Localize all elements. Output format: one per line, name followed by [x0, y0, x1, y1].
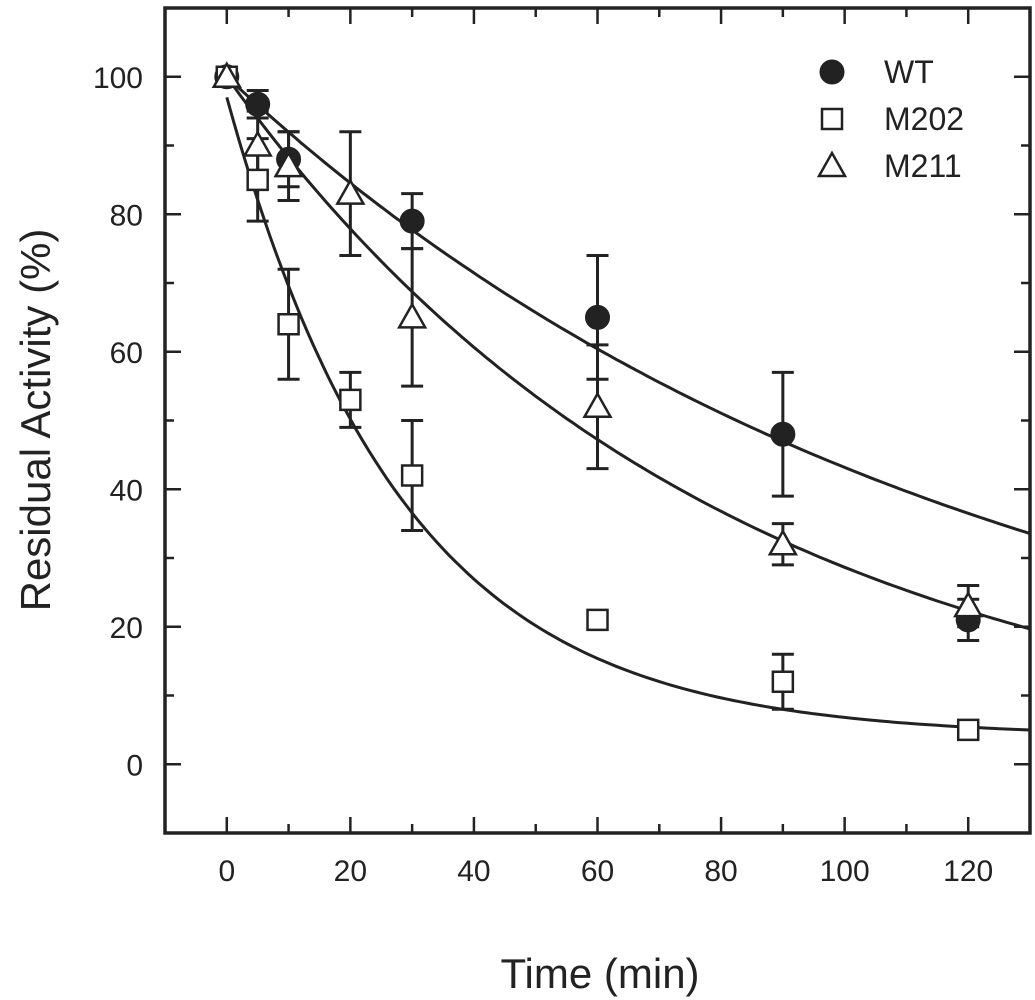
- data-point-m202: [956, 718, 980, 742]
- data-point-m211: [335, 178, 366, 205]
- y-axis-title: Residual Activity (%): [12, 229, 59, 612]
- tick-labels: 0 20 40 60 80 100 120 0 20 40 60 80 100: [93, 62, 993, 888]
- data-point-m202: [586, 608, 609, 632]
- x-tick-label: 80: [704, 855, 737, 888]
- x-tick-label: 120: [943, 855, 993, 888]
- legend-label-m202: M202: [884, 101, 964, 137]
- data-point-m202: [246, 168, 269, 192]
- x-tick-label: 40: [457, 855, 490, 888]
- data-point-wt: [770, 421, 796, 447]
- y-tick-label: 40: [110, 474, 143, 507]
- x-tick-label: 60: [581, 855, 614, 888]
- data-point-m211: [397, 301, 428, 329]
- data-point-wt: [245, 91, 271, 117]
- x-axis-title: Time (min): [500, 950, 699, 997]
- data-point-wt: [399, 208, 425, 234]
- data-point-m211: [767, 528, 798, 556]
- data-point-m211: [242, 129, 273, 157]
- data-point-m211: [582, 391, 613, 418]
- y-tick-label: 0: [126, 749, 143, 782]
- legend-marker-m202: [820, 107, 844, 131]
- data-point-m202: [771, 670, 795, 693]
- legend-marker-m211: [816, 150, 848, 178]
- data-point-wt: [585, 304, 610, 330]
- data-point-m202: [400, 464, 424, 487]
- legend-label-wt: WT: [884, 54, 934, 90]
- x-tick-label: 100: [820, 855, 870, 888]
- data-point-m211: [211, 61, 242, 88]
- data-points: [211, 61, 984, 742]
- legend-marker-wt: [819, 59, 845, 85]
- legend: WT M202 M211: [816, 54, 964, 184]
- data-point-m211: [953, 590, 984, 618]
- y-tick-label: 100: [93, 62, 143, 95]
- x-tick-label: 0: [218, 855, 235, 888]
- data-point-m202: [277, 313, 300, 336]
- fit-curve-m211: [225, 75, 1031, 631]
- data-point-m211: [273, 150, 304, 178]
- y-tick-label: 80: [110, 199, 143, 232]
- legend-label-m211: M211: [884, 148, 962, 184]
- fit-curves: [225, 75, 1031, 732]
- fit-curve-m202: [225, 96, 1031, 732]
- data-point-m202: [339, 388, 362, 412]
- y-tick-label: 60: [110, 337, 143, 370]
- fit-curve-wt: [225, 75, 1031, 536]
- y-tick-label: 20: [110, 612, 143, 645]
- x-tick-label: 20: [334, 855, 367, 888]
